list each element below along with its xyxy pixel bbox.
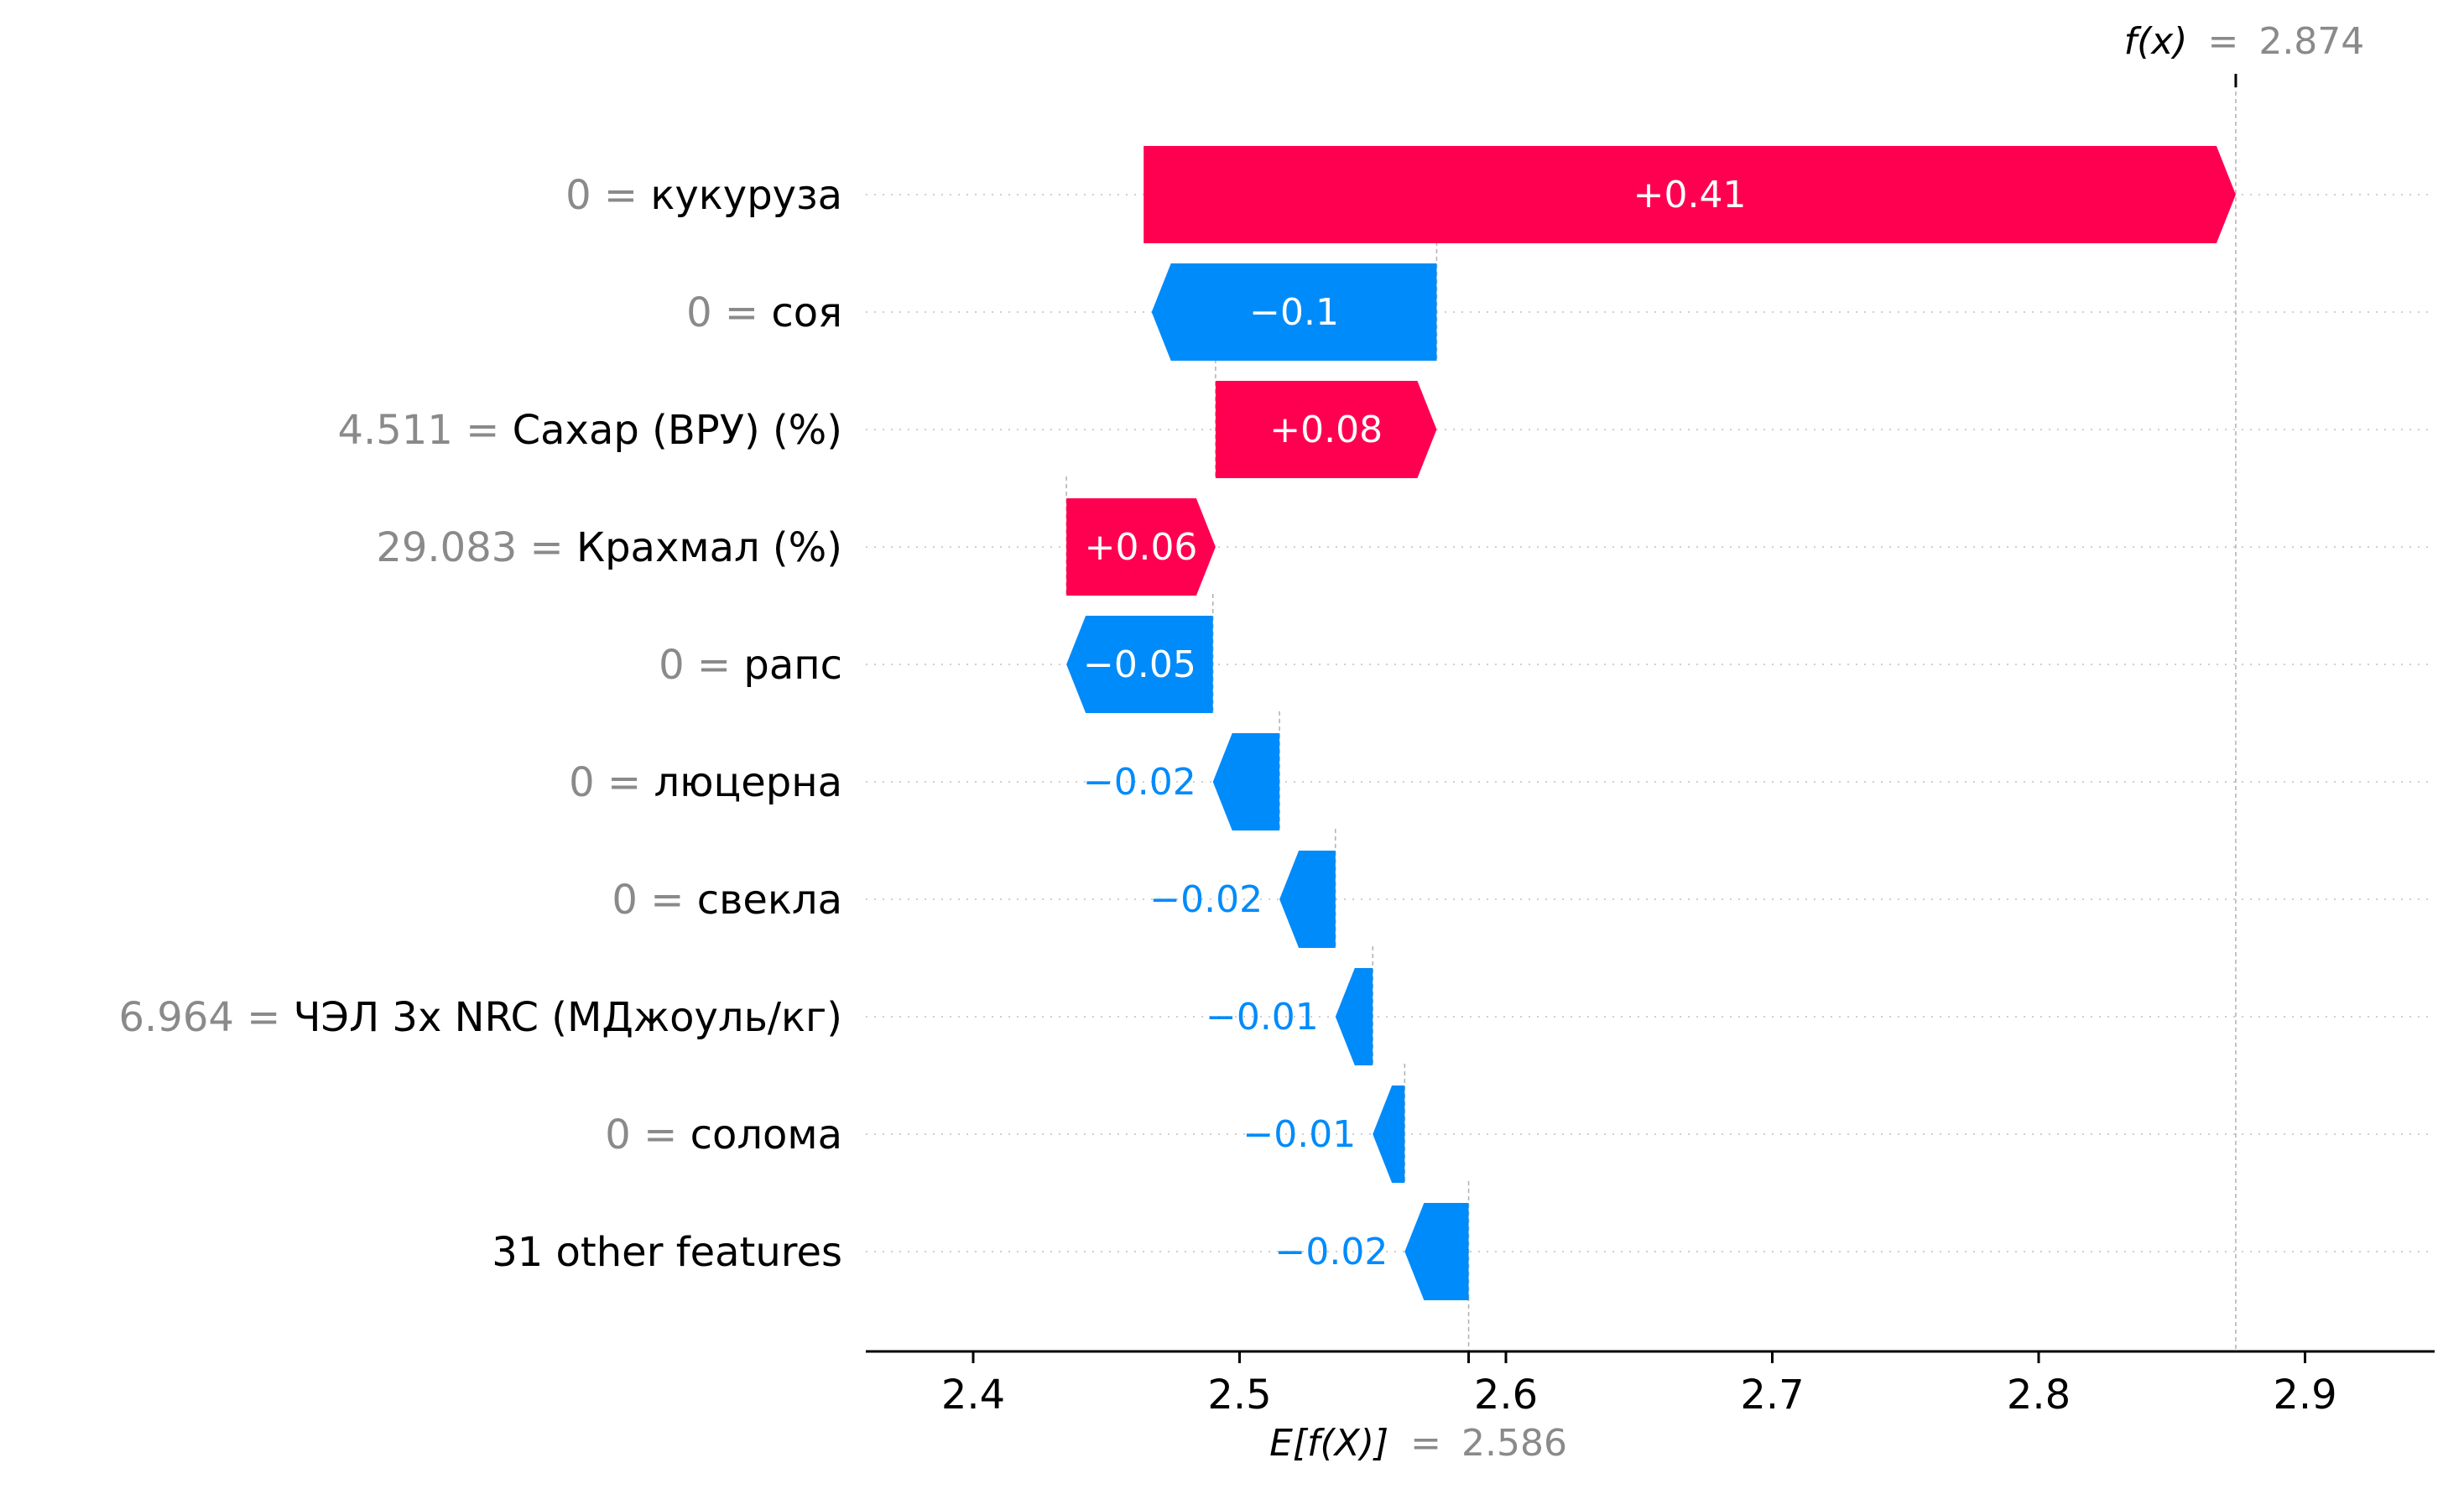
feature-label: 0 = соя bbox=[686, 289, 842, 336]
x-tick-label: 2.5 bbox=[1207, 1372, 1271, 1419]
feature-name: кукуруза bbox=[650, 172, 842, 219]
feature-value: 0 = bbox=[605, 1112, 690, 1158]
bar-value-label: +0.08 bbox=[1269, 409, 1383, 451]
contribution-bar bbox=[1066, 616, 1213, 713]
contribution-bar bbox=[1404, 1203, 1469, 1300]
feature-label: 0 = солома bbox=[605, 1112, 842, 1158]
x-axis-ticks: 2.4 2.5 2.6 2.7 2.8 2.9 bbox=[941, 1351, 2337, 1419]
bar-value-label: −0.1 bbox=[1249, 291, 1339, 334]
contribution-bar bbox=[1373, 1086, 1405, 1183]
ex-eq: = bbox=[1410, 1422, 1441, 1465]
contribution-bar bbox=[1279, 851, 1336, 948]
feature-name: люцерна bbox=[654, 759, 842, 806]
feature-label: 29.083 = Крахмал (%) bbox=[376, 524, 842, 571]
expected-value-annotation: E[f(X)] = 2.586 bbox=[1269, 1422, 1567, 1465]
bar-value-label: −0.05 bbox=[1083, 643, 1196, 686]
bar-value-label: +0.06 bbox=[1085, 526, 1198, 569]
feature-name: солома bbox=[690, 1112, 842, 1158]
feature-name: свекла bbox=[697, 877, 842, 924]
bar-value-label: −0.01 bbox=[1206, 996, 1319, 1039]
x-tick-label: 2.9 bbox=[2273, 1372, 2336, 1419]
feature-name: Крахмал (%) bbox=[576, 524, 842, 571]
contribution-bar bbox=[1143, 146, 2236, 243]
feature-name: Сахар (ВРУ) (%) bbox=[513, 407, 842, 454]
feature-label: 4.511 = Сахар (ВРУ) (%) bbox=[337, 407, 842, 454]
fx-eq: = bbox=[2207, 20, 2238, 63]
fx-annotation: f(x) = 2.874 bbox=[2124, 20, 2365, 63]
contribution-bars: +0.41 −0.1 +0.08 +0.06 −0.05 −0.02 −0.02 −0.01 −… bbox=[1066, 146, 2236, 1300]
feature-name: ЧЭЛ 3х NRC (МДжоуль/кг) bbox=[294, 994, 842, 1041]
contribution-bar bbox=[1066, 498, 1216, 596]
feature-value: 0 = bbox=[569, 759, 654, 806]
feature-value: 4.511 = bbox=[337, 407, 512, 454]
feature-value: 0 = bbox=[565, 172, 650, 219]
fx-name: f(x) bbox=[2124, 20, 2188, 63]
fx-value: 2.874 bbox=[2258, 20, 2364, 63]
contribution-bar bbox=[1335, 968, 1373, 1065]
feature-value: 6.964 = bbox=[118, 994, 293, 1041]
feature-name: рапс bbox=[743, 642, 842, 689]
bar-value-label: −0.02 bbox=[1149, 878, 1263, 921]
feature-label: 6.964 = ЧЭЛ 3х NRC (МДжоуль/кг) bbox=[118, 994, 842, 1041]
contribution-bar bbox=[1215, 381, 1437, 478]
ex-name: E[f(X)] bbox=[1269, 1422, 1388, 1465]
bar-value-label: −0.01 bbox=[1242, 1113, 1356, 1156]
bar-value-label: +0.41 bbox=[1633, 174, 1747, 216]
feature-value: 0 = bbox=[659, 642, 743, 689]
feature-label: 31 other features bbox=[492, 1229, 842, 1276]
feature-value: 29.083 = bbox=[376, 524, 576, 571]
x-tick-label: 2.7 bbox=[1740, 1372, 1804, 1419]
x-tick-label: 2.6 bbox=[1474, 1372, 1538, 1419]
contribution-bar bbox=[1151, 263, 1437, 361]
bar-value-label: −0.02 bbox=[1275, 1231, 1388, 1273]
feature-value: 0 = bbox=[612, 877, 696, 924]
feature-label: 0 = рапс bbox=[659, 642, 842, 689]
feature-name: соя bbox=[771, 289, 842, 336]
feature-label: 0 = свекла bbox=[612, 877, 842, 924]
row-gridlines bbox=[866, 194, 2435, 1252]
ex-value: 2.586 bbox=[1461, 1422, 1567, 1465]
x-tick-label: 2.4 bbox=[941, 1372, 1005, 1419]
feature-value: 0 = bbox=[686, 289, 771, 336]
contribution-bar bbox=[1212, 733, 1280, 830]
feature-label: 0 = кукуруза bbox=[565, 172, 842, 219]
bar-value-label: −0.02 bbox=[1083, 761, 1196, 804]
feature-name: 31 other features bbox=[492, 1229, 842, 1276]
x-tick-label: 2.8 bbox=[2007, 1372, 2071, 1419]
feature-label: 0 = люцерна bbox=[569, 759, 842, 806]
